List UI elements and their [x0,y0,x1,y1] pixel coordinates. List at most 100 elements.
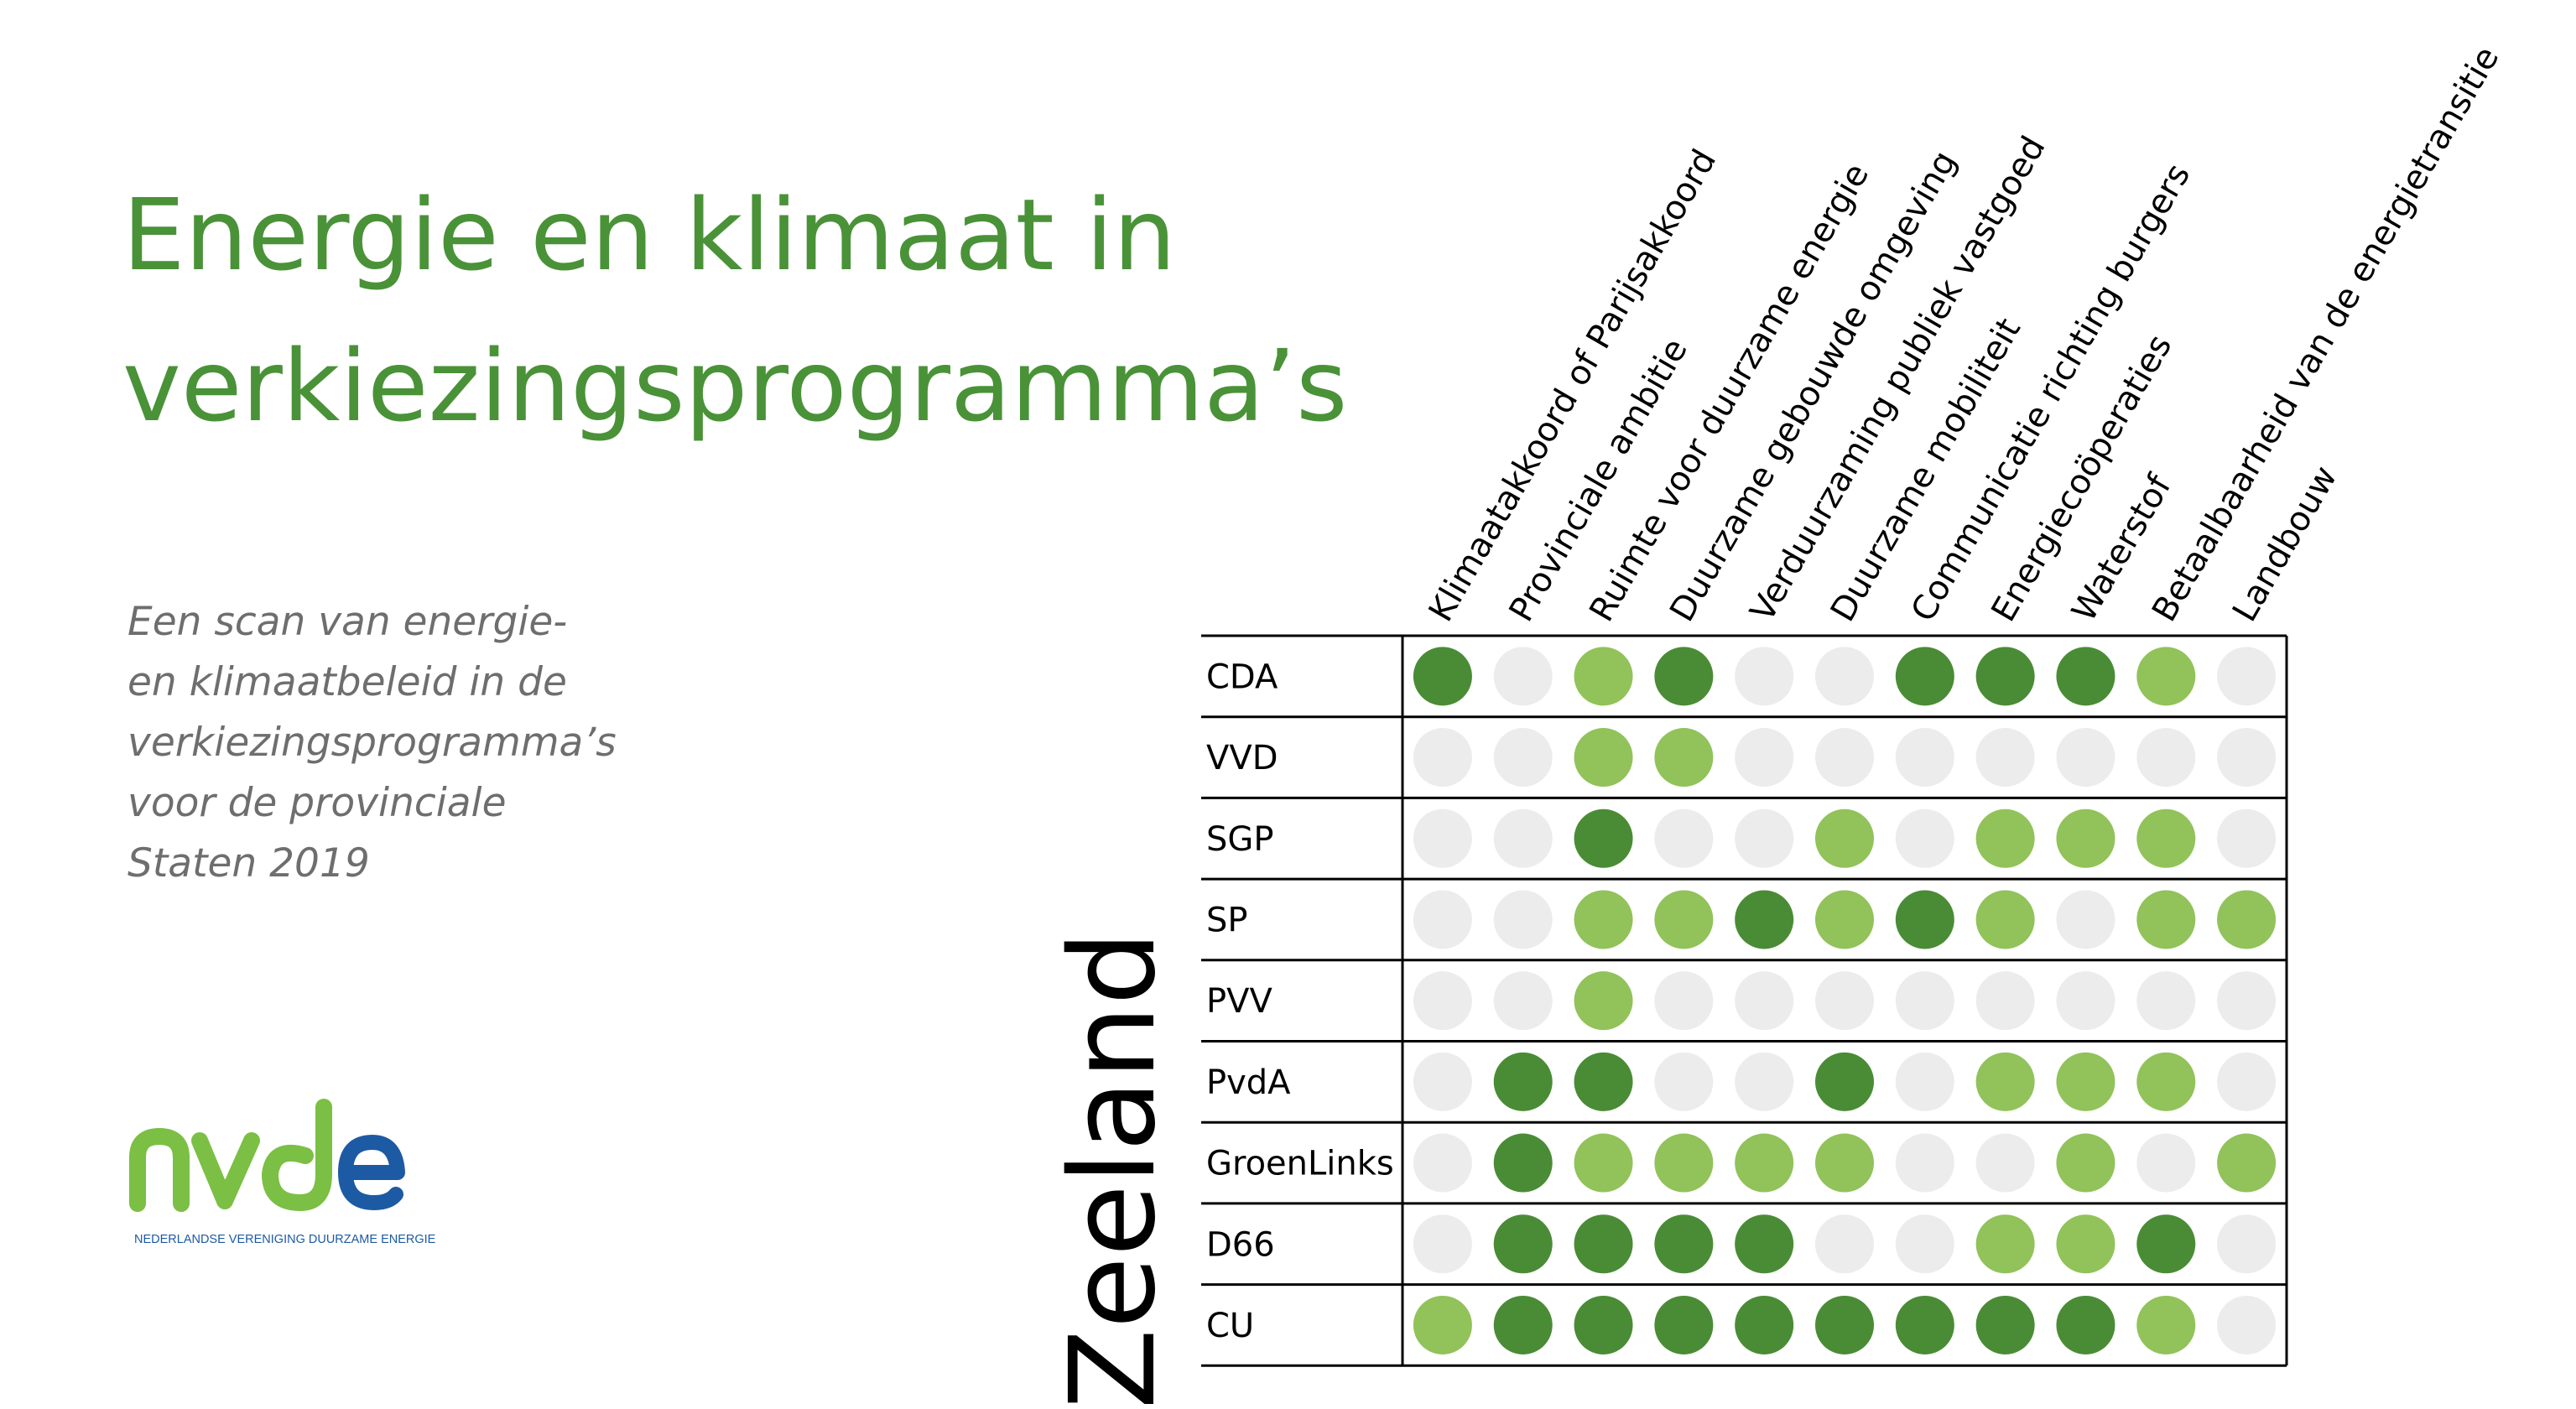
score-dot [2217,971,2277,1031]
score-dot [1895,1052,1954,1111]
score-dot [1413,1214,1472,1274]
logo-letter-d [262,1099,332,1211]
score-dot [1654,1133,1714,1193]
score-dot [1493,971,1553,1031]
logo-letter-v [191,1132,260,1209]
score-dot [1493,1214,1553,1274]
score-dot [2056,1295,2115,1354]
score-dot [1574,1295,1633,1354]
score-dot [1493,890,1553,949]
score-dot [1815,1052,1874,1111]
score-dot [1895,1295,1954,1354]
score-dot [1815,647,1874,706]
score-dot [1654,1052,1714,1111]
score-dot [2056,808,2115,868]
score-dot [1413,971,1472,1031]
score-dot [1654,890,1714,949]
score-dot [2136,1295,2196,1354]
score-dot [2217,1295,2277,1354]
score-dot [1735,808,1794,868]
score-dot [1895,1133,1954,1193]
score-dot [1815,728,1874,788]
score-dot [1413,647,1472,706]
score-dot [1413,1133,1472,1193]
score-dot [1654,808,1714,868]
score-dot [1975,1214,2035,1274]
score-dot [1493,808,1553,868]
row-labels: CDA VVD SGP SP PVV PvdA GroenLinks D66 CU [1206,658,1394,1345]
score-dot [1975,1133,2035,1193]
score-dot [1654,1214,1714,1274]
score-dot [1815,890,1874,949]
score-dot [1735,890,1794,949]
score-dot [2056,728,2115,788]
score-dot [2056,1214,2115,1274]
score-dot [2056,971,2115,1031]
score-dot [2217,647,2277,706]
score-dot [1654,971,1714,1031]
score-dot [1735,1214,1794,1274]
logo-tagline: NEDERLANDSE VERENIGING DUURZAME ENERGIE [134,1233,436,1246]
score-dot [2136,728,2196,788]
score-dot [2136,1214,2196,1274]
row-label: GroenLinks [1206,1145,1394,1183]
score-dot [1735,1133,1794,1193]
score-dot [2136,1052,2196,1111]
subtitle-line-3: verkiezingsprogramma’s [127,720,617,766]
score-dot [2136,647,2196,706]
column-header: Betaalbaarheid van de energietransitie [2145,40,2506,628]
score-dot [1735,971,1794,1031]
score-dot [1975,647,2035,706]
score-dot [1735,1052,1794,1111]
score-dot [2056,1052,2115,1111]
subtitle-line-4: voor de provinciale [127,780,507,826]
score-dot [1975,890,2035,949]
score-dot [1493,728,1553,788]
score-dot [2217,1052,2277,1111]
row-label: PvdA [1206,1063,1291,1102]
row-label: PVV [1206,982,1272,1021]
score-dot [1493,1133,1553,1193]
logo-letter-e [338,1135,405,1210]
score-dot [1895,728,1954,788]
row-label: CU [1206,1307,1254,1345]
score-dot [2056,890,2115,949]
row-label: SP [1206,901,1248,939]
score-dot [1413,808,1472,868]
row-label: SGP [1206,820,1274,859]
score-dot [2136,971,2196,1031]
score-dot [2136,1133,2196,1193]
subtitle-line-1: Een scan van energie- [127,599,568,645]
score-dot [1654,1295,1714,1354]
score-dot [1815,1214,1874,1274]
score-dot [1895,647,1954,706]
score-dot [2136,890,2196,949]
score-dot [1493,647,1553,706]
title-line-1: Energie en klimaat in [122,177,1176,293]
score-dot [1413,728,1472,788]
score-dot [1975,728,2035,788]
page-title: Energie en klimaat in verkiezingsprogram… [122,159,1381,461]
score-dot [2217,1133,2277,1193]
score-dot [1654,647,1714,706]
nvde-logo: NEDERLANDSE VERENIGING DUURZAME ENERGIE [129,1099,436,1246]
title-line-2: verkiezingsprogramma’s [122,328,1348,444]
score-dot [1574,1214,1633,1274]
score-dots [1413,647,2277,1354]
score-dot [1413,890,1472,949]
score-dot [2217,808,2277,868]
score-dot [2056,647,2115,706]
score-dot [1975,1052,2035,1111]
subtitle-line-2: en klimaatbeleid in de [127,659,567,705]
score-dot [1493,1052,1553,1111]
score-dot [2136,808,2196,868]
score-dot [1815,1133,1874,1193]
row-label: D66 [1206,1225,1275,1264]
subtitle-line-5: Staten 2019 [127,840,370,886]
score-dot [1735,1295,1794,1354]
grid-lines [1201,634,2288,1367]
score-dot [2217,728,2277,788]
score-dot [1574,647,1633,706]
score-dot [1735,728,1794,788]
score-dot [1975,808,2035,868]
